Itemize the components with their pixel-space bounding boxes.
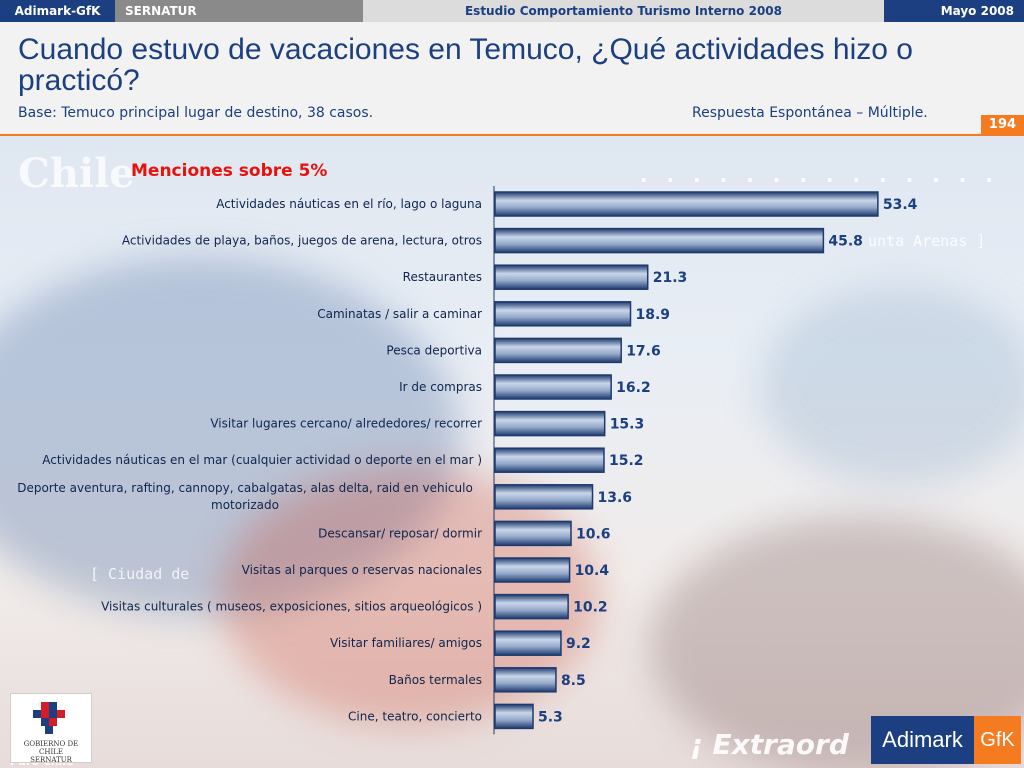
bar-7 — [494, 410, 606, 437]
value-label-6: 16.2 — [616, 380, 651, 396]
category-label-8: Actividades náuticas en el mar (cualquie… — [42, 453, 482, 467]
value-label-14: 8.5 — [561, 673, 586, 689]
government-logo-text: GOBIERNO DE CHILE SERNATUR — [11, 740, 91, 764]
base-note: Base: Temuco principal lugar de destino,… — [18, 105, 374, 121]
bar-chart: 53.4 Actividades náuticas en el río, lago… — [17, 186, 918, 735]
value-label-2: 45.8 — [828, 234, 863, 250]
value-label-11: 10.4 — [575, 563, 610, 579]
date-label: Mayo 2008 — [884, 0, 1024, 22]
bar-2 — [494, 227, 825, 254]
category-label-13: Visitar familiares/ amigos — [330, 636, 482, 650]
value-label-13: 9.2 — [566, 636, 591, 652]
bar-10 — [494, 520, 572, 547]
government-logo: GOBIERNO DE CHILE SERNATUR — [10, 693, 92, 764]
category-label-9: Deporte aventura, rafting, cannopy, caba… — [17, 481, 473, 512]
bg-chile-text: Chile — [18, 150, 135, 197]
value-label-4: 18.9 — [636, 307, 671, 323]
category-label-10: Descansar/ reposar/ dormir — [318, 526, 482, 540]
bar-8 — [494, 447, 605, 473]
value-label-10: 10.6 — [576, 526, 611, 542]
category-label-6: Ir de compras — [399, 380, 482, 394]
government-emblem-icon — [33, 702, 65, 734]
bar-5 — [494, 337, 622, 364]
value-label-9: 13.6 — [598, 490, 633, 506]
brand-label: Adimark-GfK — [0, 0, 115, 22]
category-label-3: Restaurantes — [403, 270, 482, 284]
bg-punta-arenas-text: unta Arenas ] — [868, 232, 986, 250]
bar-9 — [494, 484, 594, 510]
category-label-1: Actividades náuticas en el río, lago o l… — [216, 197, 482, 211]
value-label-1: 53.4 — [883, 197, 918, 213]
value-label-8: 15.2 — [609, 453, 644, 469]
government-name: GOBIERNO DE CHILE — [23, 740, 79, 756]
adimark-logo-text: Adimark — [871, 716, 974, 764]
value-label-3: 21.3 — [653, 270, 688, 286]
category-label-11: Visitas al parques o reservas nacionales — [242, 563, 482, 577]
bg-extraordinario-text: ¡ Extraord — [690, 728, 849, 761]
gfk-logo-text: GfK — [974, 716, 1021, 764]
category-label-7: Visitar lugares cercano/ alrededores/ re… — [210, 417, 482, 431]
bar-6 — [494, 374, 612, 400]
response-type-note: Respuesta Espontánea – Múltiple. — [692, 105, 928, 121]
bar-11 — [494, 557, 571, 583]
page-number-badge: 194 — [981, 115, 1024, 134]
study-title: Estudio Comportamiento Turismo Interno 2… — [363, 0, 884, 22]
bar-13 — [494, 630, 562, 656]
client-label: SERNATUR — [115, 0, 363, 22]
chart-title: Menciones sobre 5% — [131, 161, 328, 181]
category-label-4: Caminatas / salir a caminar — [317, 307, 482, 321]
bar-12 — [494, 593, 569, 620]
bar-14 — [494, 667, 557, 693]
globe-shape — [0, 256, 460, 616]
bar-4 — [494, 301, 632, 327]
adimark-gfk-logo: Adimark GfK — [871, 716, 1021, 764]
bar-1 — [494, 191, 879, 217]
category-label-5: Pesca deportiva — [386, 343, 482, 357]
government-sub: SERNATUR — [30, 756, 72, 764]
value-label-12: 10.2 — [573, 600, 608, 616]
slide-header: Cuando estuvo de vacaciones en Temuco, ¿… — [0, 22, 1024, 136]
value-label-7: 15.3 — [610, 417, 645, 433]
page-title: Cuando estuvo de vacaciones en Temuco, ¿… — [18, 33, 913, 97]
bar-15 — [494, 703, 534, 730]
category-label-15: Cine, teatro, concierto — [348, 709, 482, 723]
value-label-5: 17.6 — [626, 343, 661, 359]
bar-3 — [494, 264, 649, 290]
bg-ciudad-text: [ Ciudad de — [90, 565, 190, 583]
category-label-12: Visitas culturales ( museos, exposicione… — [101, 600, 482, 614]
trees-shape — [760, 286, 1024, 486]
value-label-15: 5.3 — [538, 709, 563, 725]
top-bar: Adimark-GfK SERNATUR Estudio Comportamie… — [0, 0, 1024, 22]
category-label-14: Baños termales — [389, 673, 482, 687]
category-label-2: Actividades de playa, baños, juegos de a… — [122, 234, 482, 248]
